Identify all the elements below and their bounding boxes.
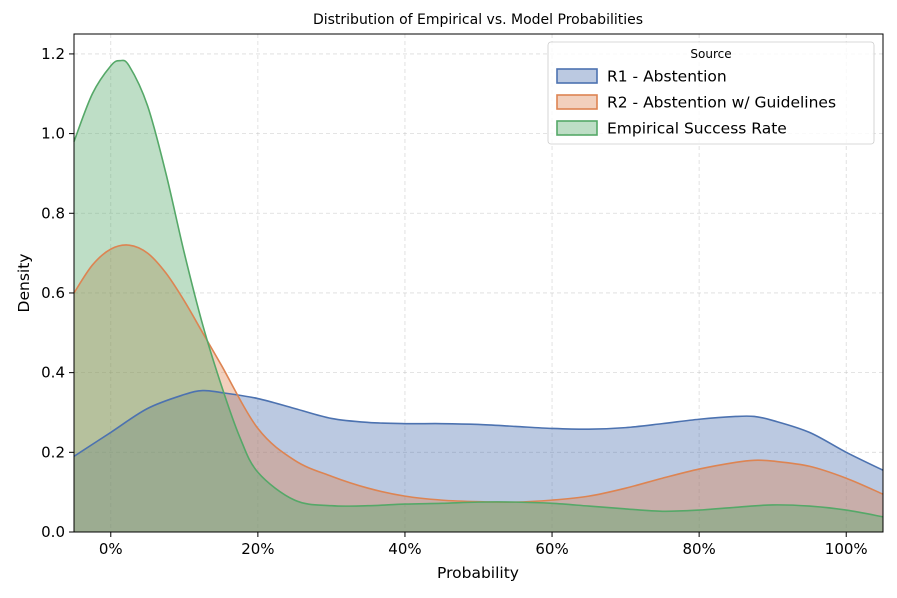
x-axis-label: Probability	[437, 564, 519, 582]
legend-swatch-empirical-success-rate	[556, 120, 598, 136]
x-tick-label: 80%	[682, 540, 715, 558]
y-tick-label: 1.0	[41, 125, 65, 143]
area-empirical-success-rate	[74, 60, 883, 533]
y-tick-label: 0.2	[41, 443, 65, 461]
line-r2-abstention-w-guidelines	[73, 244, 884, 504]
y-tick-label: 0.6	[41, 284, 65, 302]
legend-label-r2-abstention-w-guidelines: R2 - Abstention w/ Guidelines	[607, 94, 836, 112]
legend-swatch-r1-abstention	[556, 68, 598, 84]
x-axis-ticks: 0% 20% 40% 60% 80% 100%	[99, 532, 868, 558]
area-r1-abstention	[74, 390, 883, 532]
area-r2-abstention-w-guidelines	[74, 244, 883, 532]
x-tick-label: 20%	[241, 540, 274, 558]
chart-title: Distribution of Empirical vs. Model Prob…	[313, 12, 643, 28]
x-tick-label: 0%	[99, 540, 123, 558]
y-tick-label: 0.0	[41, 523, 65, 541]
legend-box	[547, 41, 875, 145]
line-r1-abstention	[73, 389, 884, 471]
x-tick-label: 60%	[535, 540, 568, 558]
y-tick-label: 0.4	[41, 364, 65, 382]
legend-label-r1-abstention: R1 - Abstention	[607, 68, 727, 86]
series-lines	[73, 59, 884, 518]
grid	[74, 34, 883, 533]
series-areas	[74, 60, 883, 533]
y-axis-ticks: 0.0 0.2 0.4 0.6 0.8 1.0 1.2	[41, 45, 74, 541]
line-empirical-success-rate	[73, 59, 884, 518]
y-tick-label: 0.8	[41, 204, 65, 222]
plot-frame	[73, 33, 884, 533]
legend-swatch-r2-abstention-w-guidelines	[556, 94, 598, 110]
legend: Source R1 - Abstention R2 - Abstention w/…	[547, 41, 875, 145]
y-axis-label: Density	[15, 254, 33, 313]
legend-title: Source	[690, 47, 731, 61]
x-tick-label: 40%	[388, 540, 421, 558]
legend-label-empirical-success-rate: Empirical Success Rate	[607, 120, 787, 138]
x-tick-label: 100%	[825, 540, 868, 558]
y-tick-label: 1.2	[41, 45, 65, 63]
